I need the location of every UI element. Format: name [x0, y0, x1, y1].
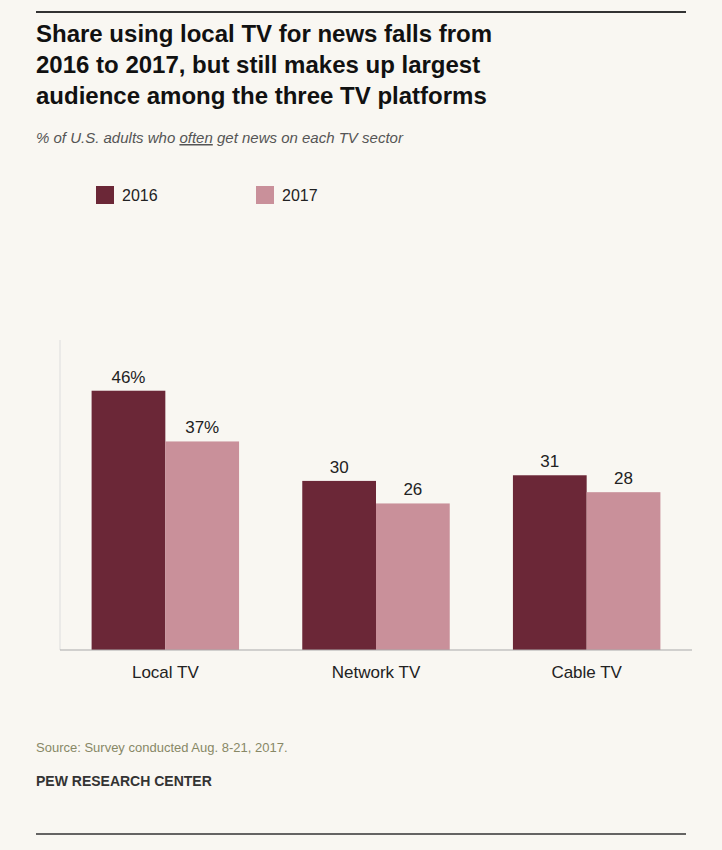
top-rule [36, 11, 686, 13]
subtitle: % of U.S. adults who often get news on e… [36, 129, 404, 146]
x-axis-line [60, 649, 692, 650]
chart: Share using local TV for news falls from… [0, 0, 722, 850]
data-label: 26 [403, 480, 422, 499]
data-label: 46% [111, 368, 145, 387]
background [0, 0, 722, 850]
data-label: 31 [540, 452, 559, 471]
title: 2016 to 2017, but still makes up largest [36, 51, 480, 78]
labels: 46% 30 31 37% 26 28 [111, 368, 633, 500]
bars [92, 391, 661, 650]
title: Share using local TV for news falls from [36, 20, 492, 47]
x-tick-label: Local TV [132, 663, 199, 682]
brand: PEW RESEARCH CENTER [36, 773, 212, 789]
bar [376, 503, 450, 650]
legend-label: 2017 [282, 187, 318, 204]
bar [165, 441, 239, 650]
legend: 2016 2017 [96, 186, 318, 204]
x-tick-label: Cable TV [551, 663, 622, 682]
bar [302, 481, 376, 650]
data-label: 28 [614, 469, 633, 488]
data-label: 30 [330, 458, 349, 477]
legend-swatch [96, 186, 114, 204]
x-tick-label: Network TV [332, 663, 421, 682]
bar [92, 391, 166, 650]
subtitle-part: often [179, 129, 212, 146]
data-label: 37% [185, 418, 219, 437]
bar [513, 475, 587, 650]
legend-swatch [256, 186, 274, 204]
subtitle-part: % of U.S. adults who [36, 129, 179, 146]
subtitle-part: get news on each TV sector [213, 129, 404, 146]
bar [587, 492, 661, 650]
source: Source: Survey conducted Aug. 8-21, 2017… [36, 740, 288, 755]
legend-label: 2016 [122, 187, 158, 204]
bottom-rule [36, 833, 686, 835]
y-axis-line [60, 340, 61, 650]
title: audience among the three TV platforms [36, 82, 487, 109]
